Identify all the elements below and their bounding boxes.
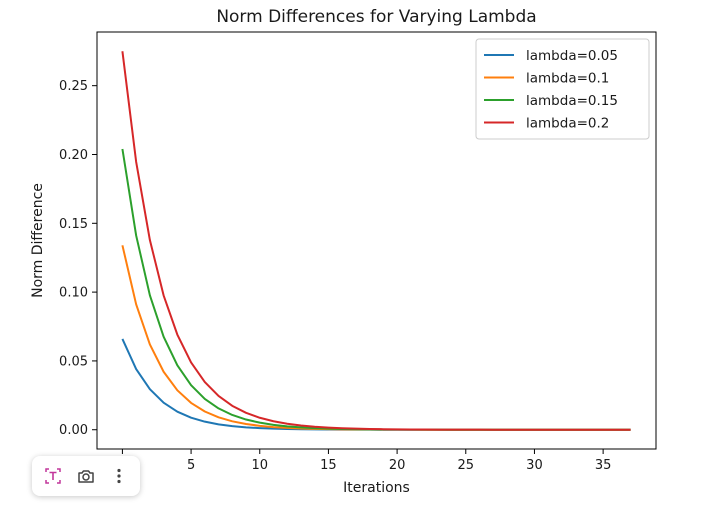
- x-tick-label: 35: [595, 458, 612, 473]
- floating-toolbar: [32, 456, 140, 496]
- screenshot-button[interactable]: [71, 461, 101, 491]
- plot-lines: [121, 51, 631, 431]
- y-tick-label: 0.05: [59, 354, 88, 369]
- series-line-lambda=0.05: [121, 338, 631, 431]
- x-tick-label: 25: [458, 458, 475, 473]
- x-tick-label: 30: [526, 458, 543, 473]
- series-line-lambda=0.1: [121, 245, 631, 431]
- y-tick-label: 0.15: [59, 217, 88, 232]
- plot-frame: [96, 31, 657, 450]
- legend-box: [475, 38, 650, 140]
- x-tick-label: 10: [251, 458, 268, 473]
- legend-label: lambda=0.1: [526, 71, 609, 87]
- camera-icon: [78, 470, 94, 483]
- y-tick-label: 0.20: [59, 148, 88, 163]
- legend: lambda=0.05 lambda=0.1 lambda=0.15 lambda=0…: [475, 38, 650, 140]
- text-select-button[interactable]: [38, 461, 68, 491]
- legend-label: lambda=0.2: [526, 116, 609, 132]
- series-line-lambda=0.2: [121, 51, 631, 431]
- legend-label: lambda=0.05: [526, 48, 618, 64]
- chart-title: Norm Differences for Varying Lambda: [216, 7, 536, 27]
- legend-label: lambda=0.15: [526, 93, 618, 109]
- x-tick-label: 20: [389, 458, 406, 473]
- y-tick-label: 0.25: [59, 79, 88, 94]
- y-tick-label: 0.10: [59, 286, 88, 301]
- more-button[interactable]: [104, 461, 134, 491]
- x-axis: 05101520253035: [118, 449, 611, 473]
- x-tick-label: 15: [320, 458, 337, 473]
- more-vertical-icon: [117, 468, 121, 484]
- y-tick-label: 0.00: [59, 423, 88, 438]
- series-line-lambda=0.15: [121, 148, 631, 431]
- y-axis: 0.00 0.05 0.10 0.15 0.20 0.25: [59, 79, 97, 438]
- x-tick-label: 5: [187, 458, 195, 473]
- x-axis-label: Iterations: [343, 480, 410, 496]
- text-icon: [44, 468, 61, 484]
- y-axis-label: Norm Difference: [30, 183, 46, 298]
